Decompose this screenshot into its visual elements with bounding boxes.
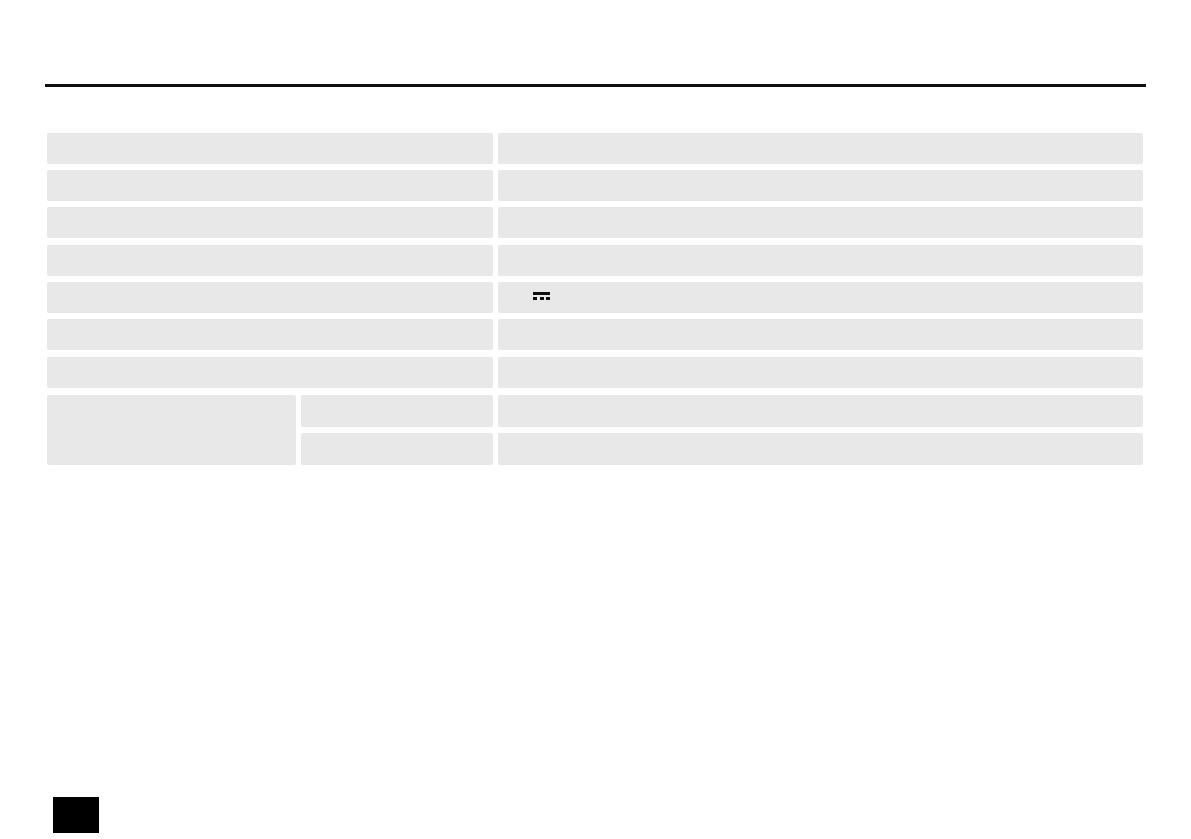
spec-row-6-label-cell xyxy=(47,319,493,350)
spec-row-1-value-cell xyxy=(498,133,1143,164)
dc-power-icon-bar xyxy=(533,292,550,295)
spec-row-3-value-cell xyxy=(498,207,1143,238)
spec-row-7-value-cell xyxy=(498,357,1143,388)
spec-row-4-label-cell xyxy=(47,245,493,276)
spec-row-2-label-cell xyxy=(47,170,493,201)
spec-row-5-value-cell xyxy=(498,282,1143,313)
spec-row-5-label-cell xyxy=(47,282,493,313)
header-rule xyxy=(45,84,1146,87)
spec-group-subrow-1-label-cell xyxy=(301,395,493,427)
dc-power-icon-dashes xyxy=(533,297,550,300)
spec-row-2-value-cell xyxy=(498,170,1143,201)
spec-row-6-value-cell xyxy=(498,319,1143,350)
spec-row-1-label-cell xyxy=(47,133,493,164)
spec-group-subrow-2-value-cell xyxy=(498,433,1143,465)
spec-group-subrow-1-value-cell xyxy=(498,395,1143,427)
spec-group-subrow-2-label-cell xyxy=(301,433,493,465)
spec-row-4-value-cell xyxy=(498,245,1143,276)
dc-power-icon xyxy=(533,292,550,301)
spec-row-3-label-cell xyxy=(47,207,493,238)
spec-row-7-label-cell xyxy=(47,357,493,388)
spec-group-label-cell xyxy=(47,395,296,465)
page-number-marker xyxy=(53,797,99,833)
